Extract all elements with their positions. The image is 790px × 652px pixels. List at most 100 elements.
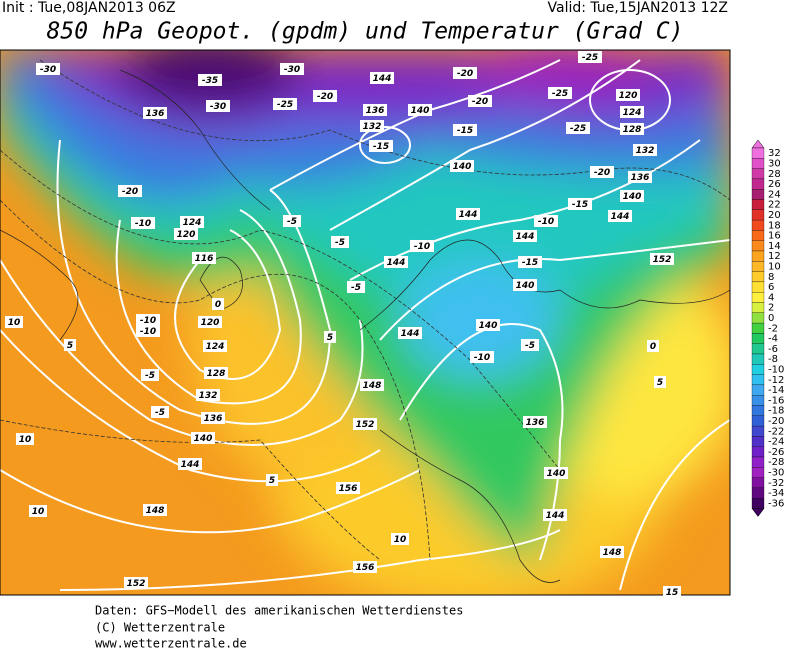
label-box [633, 144, 657, 156]
contour-label: 152 [127, 579, 146, 589]
isotherms [0, 59, 730, 561]
label-box [391, 533, 409, 545]
label-box [203, 340, 227, 352]
legend-arrow [751, 508, 765, 517]
contour-label: 140 [411, 106, 430, 116]
contour-label: 144 [181, 460, 200, 470]
contour-label: -25 [570, 124, 586, 134]
contour-label: -30 [40, 65, 56, 75]
label-box [523, 416, 547, 428]
legend-label: 26 [768, 179, 781, 190]
legend-label: 0 [768, 313, 774, 324]
label-box [568, 198, 592, 210]
label-box [347, 281, 365, 293]
label-box [280, 63, 304, 75]
label-box [654, 376, 666, 388]
legend-swatch [751, 477, 765, 489]
legend-label: -24 [768, 437, 784, 448]
legend-label: -34 [768, 488, 784, 499]
legend-swatch [751, 498, 765, 509]
contour-label: -20 [472, 97, 488, 107]
color-legend: 32302826242220181614121086420-2-4-6-8-10… [751, 139, 784, 517]
contour-label: 124 [183, 218, 202, 228]
contour-label: -5 [155, 408, 165, 418]
chart-title: 850 hPa Geopot. (gpdm) und Temperatur (G… [47, 19, 684, 45]
contour-label: -20 [457, 69, 473, 79]
contour-label: -10 [140, 316, 156, 326]
label-box [353, 561, 377, 573]
legend-label: -22 [768, 426, 784, 437]
legend-label: -6 [768, 344, 778, 355]
label-box [331, 236, 349, 248]
contour-label: -10 [474, 353, 490, 363]
contour-label: 144 [611, 212, 630, 222]
label-box [543, 509, 567, 521]
label-box [124, 577, 148, 589]
contour-label: -5 [145, 371, 155, 381]
label-box [453, 67, 477, 79]
contour-label: -20 [317, 92, 333, 102]
label-box [370, 72, 394, 84]
contour-label: -10 [538, 217, 554, 227]
contour-label: 140 [623, 192, 642, 202]
contour-label: -5 [525, 341, 535, 351]
contour-label: 136 [631, 173, 650, 183]
contour-label: 5 [657, 378, 663, 388]
label-box [628, 171, 652, 183]
legend-label: -14 [768, 385, 784, 396]
legend-label: -20 [768, 416, 784, 427]
legend-swatch [751, 364, 765, 375]
label-box [384, 256, 408, 268]
label-box [456, 208, 480, 220]
legend-swatch [751, 312, 765, 324]
legend-label: 28 [768, 169, 781, 180]
label-box [141, 369, 159, 381]
legend-label: 2 [768, 303, 774, 314]
label-box [16, 433, 34, 445]
label-box [450, 160, 474, 172]
contour-label: 132 [199, 391, 218, 401]
legend-swatch [751, 415, 765, 427]
label-box [118, 185, 142, 197]
legend-swatch [751, 178, 765, 190]
legend-swatch [751, 467, 765, 478]
label-box [143, 107, 167, 119]
contour-label: 148 [146, 506, 165, 516]
contour-label: 5 [269, 476, 275, 486]
label-box [36, 63, 60, 75]
legend-swatch [751, 395, 765, 406]
legend-label: 22 [768, 200, 781, 211]
label-box [198, 74, 222, 86]
contour-label: 0 [215, 300, 221, 310]
legend-label: -8 [768, 354, 778, 365]
contour-label: -5 [335, 238, 345, 248]
contour-label: -15 [373, 142, 389, 152]
contour-label: -15 [457, 126, 473, 136]
contour-label: -20 [122, 187, 138, 197]
label-box [136, 325, 160, 337]
legend-arrow [751, 139, 765, 149]
legend-swatch [751, 425, 765, 437]
legend-label: -12 [768, 375, 784, 386]
legend-swatch [751, 271, 765, 283]
contour-label: 124 [206, 342, 225, 352]
label-box [313, 90, 337, 102]
contour-label: 148 [363, 381, 382, 391]
label-box [201, 412, 225, 424]
contour-label: 132 [636, 146, 655, 156]
legend-label: -2 [768, 323, 778, 334]
legend-swatch [751, 168, 765, 180]
label-box [369, 140, 393, 152]
label-box [518, 256, 542, 268]
legend-swatch [751, 374, 765, 386]
label-box [174, 228, 198, 240]
contour-label: 10 [394, 535, 407, 545]
legend-swatch [751, 456, 765, 468]
contour-label: 15 [666, 588, 679, 598]
contour-label: 136 [366, 106, 385, 116]
label-box [608, 210, 632, 222]
contour-label: 140 [547, 469, 566, 479]
label-box [206, 100, 230, 112]
label-box [468, 95, 492, 107]
label-box [476, 319, 500, 331]
